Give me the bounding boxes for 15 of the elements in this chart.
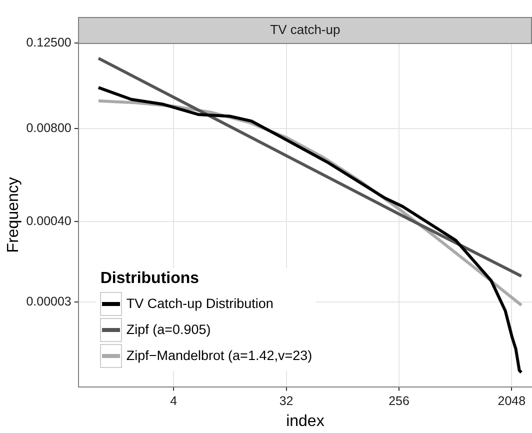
y-tick-label: 0.00003 bbox=[26, 294, 72, 308]
x-axis-title: index bbox=[286, 412, 324, 430]
chart-title: TV catch-up bbox=[78, 17, 532, 44]
y-tick-label: 0.00800 bbox=[26, 121, 72, 136]
legend-label: Zipf (a=0.905) bbox=[126, 322, 211, 338]
x-tick-label: 256 bbox=[388, 394, 410, 408]
legend-label: TV Catch-up Distribution bbox=[126, 296, 274, 312]
x-tick-label: 32 bbox=[279, 394, 294, 408]
legend-title: Distributions bbox=[100, 270, 200, 288]
y-tick-label: 0.12500 bbox=[26, 36, 72, 50]
y-axis-title: Frequency bbox=[5, 177, 22, 253]
x-tick-label: 2048 bbox=[498, 394, 526, 408]
x-tick-label: 4 bbox=[170, 394, 178, 408]
legend-label: Zipf−Mandelbrot (a=1.42,v=23) bbox=[126, 348, 312, 364]
y-tick-label: 0.00040 bbox=[26, 214, 72, 228]
